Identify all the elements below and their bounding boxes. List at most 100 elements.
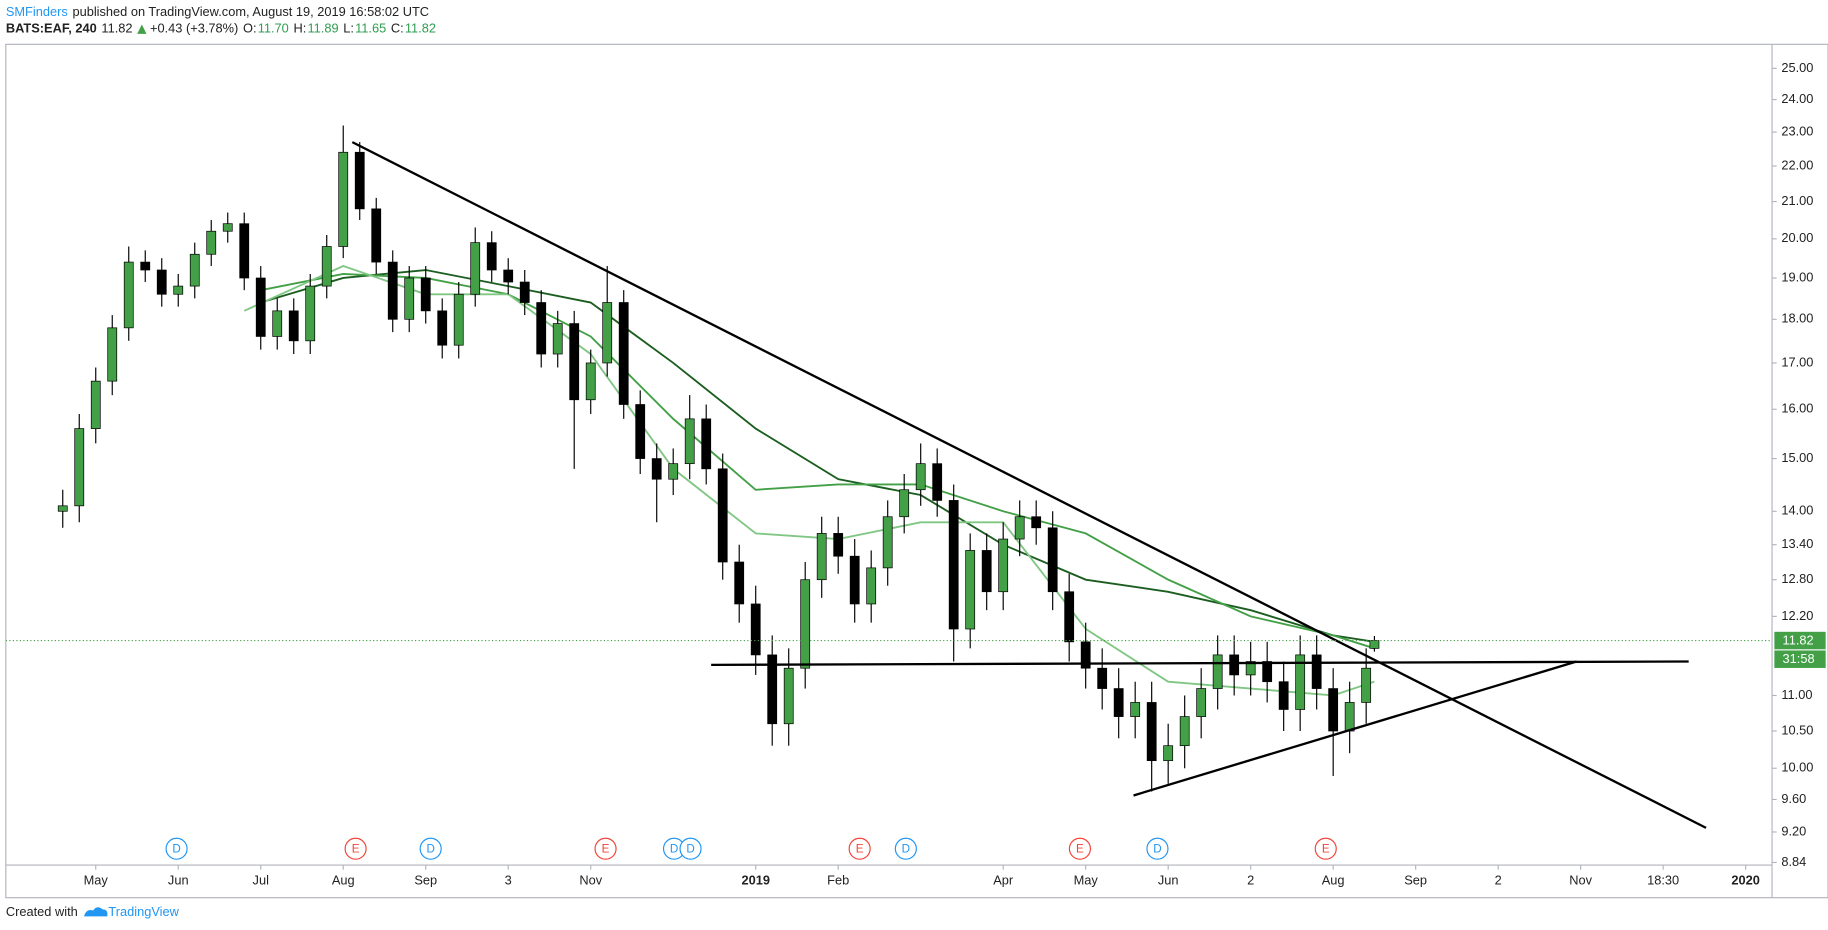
y-tick-label: 20.00 (1781, 230, 1813, 245)
candle-body (1344, 702, 1355, 732)
event-marker (594, 837, 617, 860)
y-tick-label: 17.00 (1781, 354, 1813, 369)
moving-average (260, 269, 1375, 643)
candle-body (371, 208, 382, 263)
y-tick-label: 11.00 (1781, 687, 1812, 702)
candle-body (585, 362, 596, 401)
x-tick-label: Feb (827, 873, 849, 888)
candle-body (503, 269, 514, 283)
candle-body (140, 261, 151, 271)
y-tick-label: 21.00 (1781, 193, 1813, 208)
candle-body (1097, 667, 1108, 689)
candle-body (1295, 654, 1306, 710)
y-tick-label: 25.00 (1781, 60, 1813, 75)
event-marker (419, 837, 442, 860)
event-label: E (1322, 842, 1330, 855)
candle-body (965, 550, 976, 630)
candle-body (1311, 654, 1322, 689)
event-marker (1146, 837, 1169, 860)
event-marker (1314, 837, 1337, 860)
candle-body (354, 151, 365, 210)
candle-body (684, 418, 695, 465)
x-tick-label: Jun (1158, 873, 1179, 888)
candle-body (1130, 702, 1141, 717)
open-label: O: (243, 21, 257, 36)
chart-frame (5, 43, 1828, 899)
x-tick-label: Aug (332, 873, 355, 888)
x-tick-label: May (84, 873, 109, 888)
candle-body (552, 323, 563, 355)
x-tick-label: May (1074, 873, 1099, 888)
candle-body (387, 261, 398, 320)
candle-body (1361, 667, 1372, 703)
created-with: Created with (6, 904, 78, 919)
candle-body (437, 310, 448, 346)
moving-average (260, 273, 1375, 650)
candle-body (404, 277, 415, 320)
y-tick-label: 9.20 (1781, 823, 1806, 838)
candle-body (1014, 516, 1025, 540)
candle-body (338, 151, 349, 247)
candle-body (321, 246, 332, 287)
high: 11.89 (307, 21, 338, 36)
low-label: L: (343, 21, 354, 36)
event-label: E (856, 842, 864, 855)
candle-body (998, 538, 1009, 593)
candle-body (222, 223, 233, 232)
event-label: D (1153, 842, 1161, 855)
y-tick-label: 12.20 (1781, 608, 1813, 623)
x-tick-label: Nov (579, 873, 602, 888)
brand-logo (83, 907, 108, 917)
event-label: D (172, 842, 180, 855)
up-arrow (137, 24, 147, 34)
candle-body (717, 468, 728, 563)
candle-body (750, 603, 761, 656)
y-tick-label: 10.00 (1781, 760, 1813, 775)
footer: Created with TradingView (6, 904, 180, 919)
candle-body (74, 428, 85, 507)
candle-body (618, 302, 629, 405)
candle-body (1163, 745, 1174, 762)
candle-body (569, 323, 580, 401)
candle-body (1245, 661, 1256, 676)
candle-body (1369, 640, 1380, 649)
candle-body (1278, 681, 1289, 710)
y-tick-label: 23.00 (1781, 123, 1813, 138)
open: 11.70 (258, 21, 289, 36)
candle-body (453, 293, 464, 346)
event-marker (165, 837, 188, 860)
candle-body (800, 579, 811, 669)
symbol: BATS:EAF, 240 (6, 21, 97, 36)
candle-body (1064, 591, 1075, 643)
event-marker (344, 837, 367, 860)
candle-body (1212, 654, 1223, 689)
x-tick-label: Sep (1404, 873, 1427, 888)
event-label: D (902, 842, 910, 855)
candle-body (734, 561, 745, 605)
y-tick-label: 13.40 (1781, 536, 1813, 551)
candle-body (651, 458, 662, 480)
x-tick-label: Aug (1322, 873, 1345, 888)
x-tick-label: 2 (1495, 873, 1502, 888)
candle-body (420, 277, 431, 312)
candle-body (536, 302, 547, 355)
candle-body (1146, 702, 1157, 762)
candle-body (866, 567, 877, 605)
x-tick-label: Sep (414, 873, 437, 888)
candle-body (915, 463, 926, 491)
x-tick-label: 3 (505, 873, 512, 888)
candle-body (1262, 661, 1273, 683)
y-tick-label: 16.00 (1781, 401, 1813, 416)
candle-body (833, 533, 844, 557)
candle-body (107, 327, 118, 382)
candle-body (1031, 516, 1042, 529)
candle-body (1179, 716, 1190, 747)
high-label: H: (293, 21, 306, 36)
candle-body (305, 285, 316, 342)
candle-body (981, 550, 992, 593)
event-label: E (602, 842, 610, 855)
y-tick-label: 12.80 (1781, 571, 1813, 586)
event-marker (1068, 837, 1091, 860)
x-tick-label: 2019 (741, 873, 770, 888)
